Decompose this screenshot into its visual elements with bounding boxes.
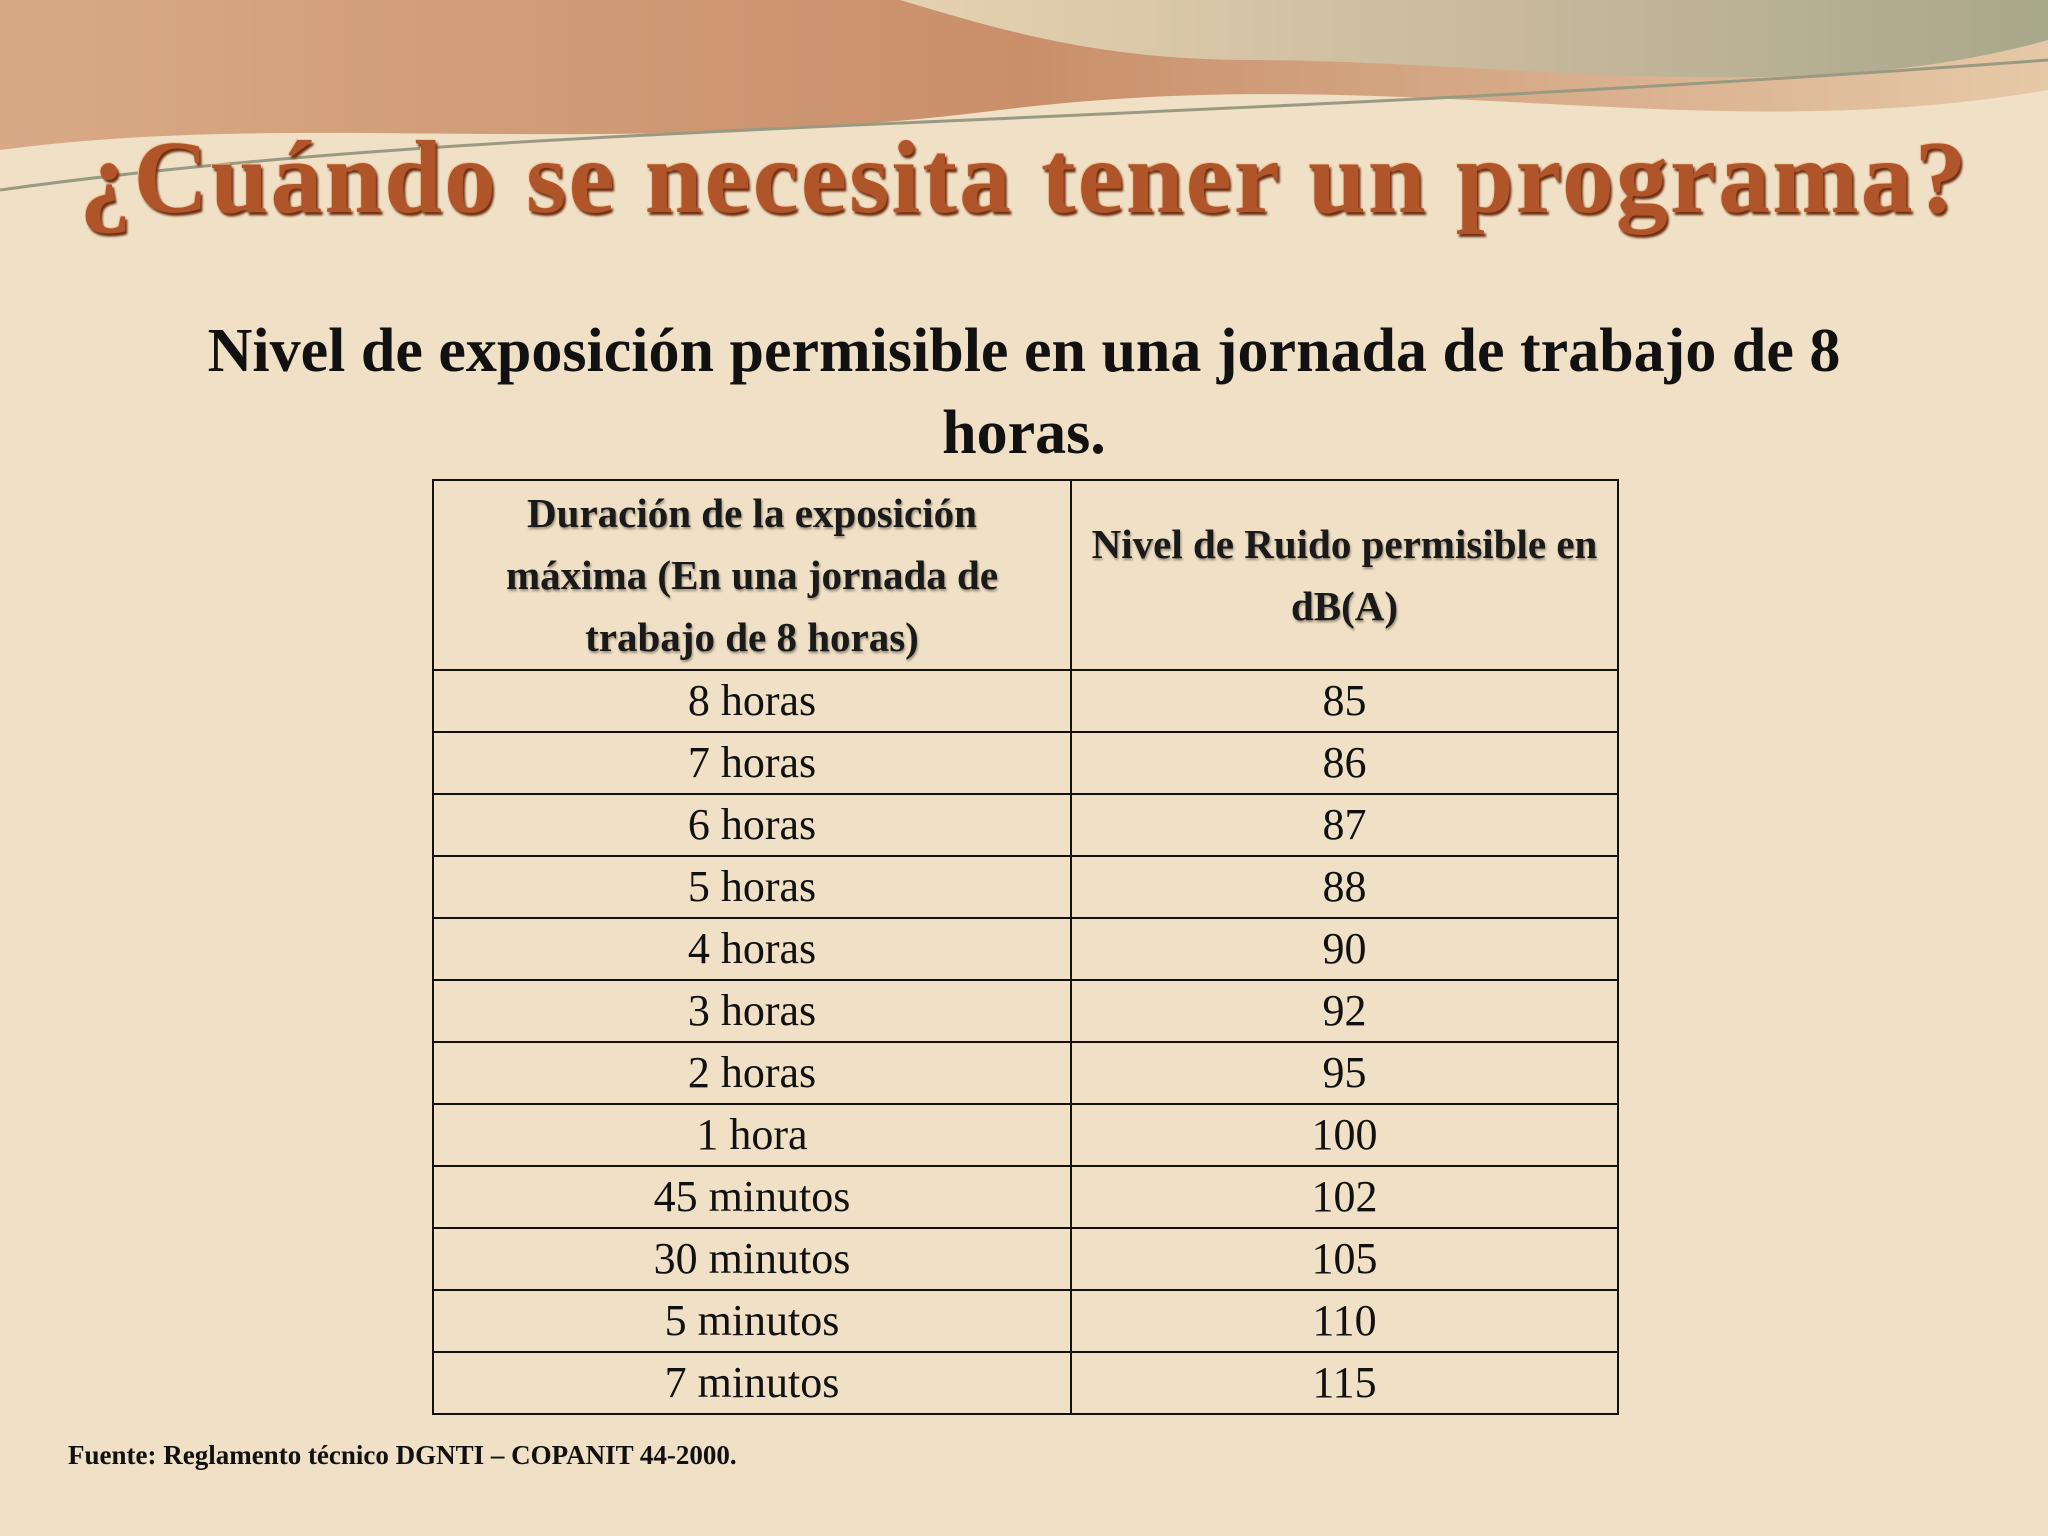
table-row: 45 minutos 102 [432,1165,1619,1229]
noise-level-cell: 95 [1070,1041,1619,1105]
noise-level-cell: 90 [1070,917,1619,981]
noise-level-cell: 100 [1070,1103,1619,1167]
table-row: 6 horas 87 [432,793,1619,857]
column-header: Nivel de Ruido permisible en dB(A) [1070,479,1619,671]
noise-level-cell: 102 [1070,1165,1619,1229]
table-row: 1 hora 100 [432,1103,1619,1167]
noise-level-cell: 110 [1070,1289,1619,1353]
duration-cell: 45 minutos [432,1165,1072,1229]
duration-cell: 30 minutos [432,1227,1072,1291]
duration-cell: 5 minutos [432,1289,1072,1353]
table-row: 2 horas 95 [432,1041,1619,1105]
table-row: 7 minutos 115 [432,1351,1619,1415]
source-note: Fuente: Reglamento técnico DGNTI – COPAN… [68,1440,737,1470]
table-row: 8 horas 85 [432,669,1619,733]
noise-level-cell: 86 [1070,731,1619,795]
duration-cell: 7 minutos [432,1351,1072,1415]
subtitle: Nivel de exposición permisible en una jo… [207,317,1841,467]
duration-cell: 2 horas [432,1041,1072,1105]
noise-level-cell: 88 [1070,855,1619,919]
table-row: 30 minutos 105 [432,1227,1619,1291]
duration-cell: 8 horas [432,669,1072,733]
wave [900,0,2048,78]
noise-level-cell: 92 [1070,979,1619,1043]
exposure-table: Duración de la exposición máxima (En una… [432,479,1619,1415]
column-header: Duración de la exposición máxima (En una… [432,479,1072,671]
wave-line [0,58,2048,192]
title: ¿Cuándo se necesita tener un programa? [79,120,1969,235]
noise-level-cell: 85 [1070,669,1619,733]
table-row: 7 horas 86 [432,731,1619,795]
duration-cell: 4 horas [432,917,1072,981]
noise-level-cell: 105 [1070,1227,1619,1291]
duration-cell: 5 horas [432,855,1072,919]
noise-level-cell: 115 [1070,1351,1619,1415]
table-row: 5 minutos 110 [432,1289,1619,1353]
header-row: Duración de la exposición máxima (En una… [432,479,1619,671]
header-decoration [0,0,2048,192]
table-row: 4 horas 90 [432,917,1619,981]
table-row: 3 horas 92 [432,979,1619,1043]
duration-cell: 6 horas [432,793,1072,857]
duration-cell: 3 horas [432,979,1072,1043]
duration-cell: 7 horas [432,731,1072,795]
noise-level-cell: 87 [1070,793,1619,857]
table-row: 5 horas 88 [432,855,1619,919]
duration-cell: 1 hora [432,1103,1072,1167]
